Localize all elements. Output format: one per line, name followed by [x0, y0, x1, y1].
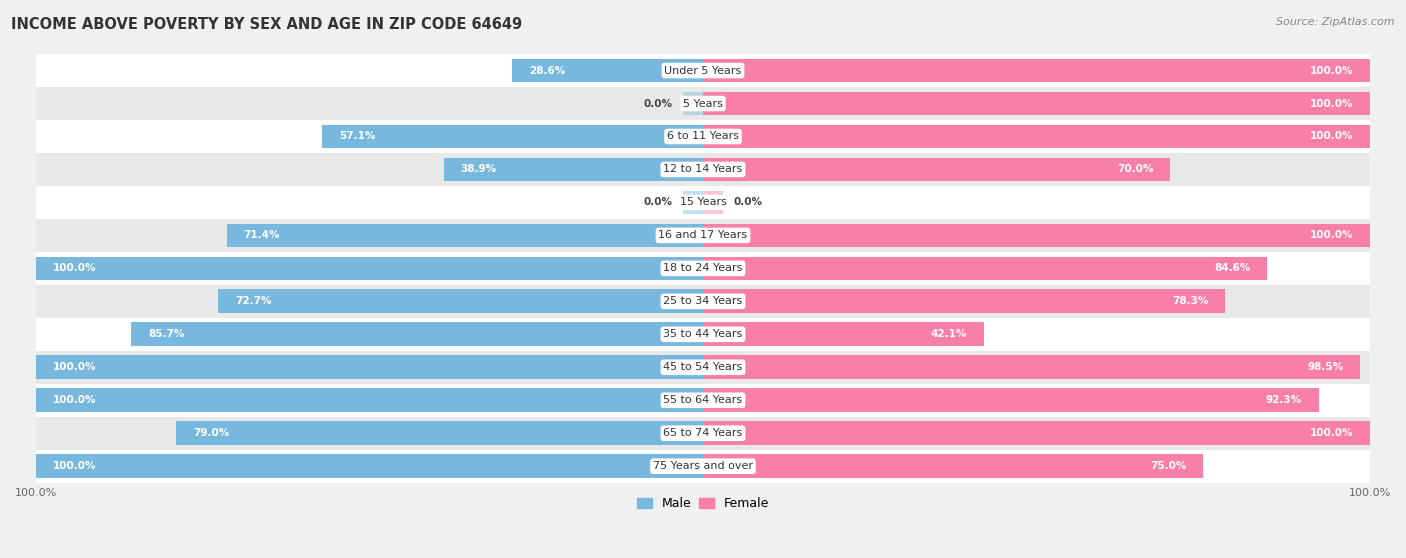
Bar [703, 355, 1360, 379]
Bar [703, 191, 723, 214]
Bar [37, 120, 1369, 153]
Bar [322, 124, 703, 148]
Text: 100.0%: 100.0% [1310, 99, 1353, 108]
Text: 100.0%: 100.0% [1310, 428, 1353, 438]
Bar [37, 257, 703, 280]
Text: 0.0%: 0.0% [733, 198, 762, 208]
Bar [703, 92, 1369, 116]
Legend: Male, Female: Male, Female [631, 492, 775, 515]
Bar [512, 59, 703, 83]
Text: 65 to 74 Years: 65 to 74 Years [664, 428, 742, 438]
Text: 100.0%: 100.0% [1310, 132, 1353, 142]
Text: 6 to 11 Years: 6 to 11 Years [666, 132, 740, 142]
Text: 18 to 24 Years: 18 to 24 Years [664, 263, 742, 273]
Text: 71.4%: 71.4% [243, 230, 280, 240]
Bar [37, 219, 1369, 252]
Text: 45 to 54 Years: 45 to 54 Years [664, 362, 742, 372]
Text: Under 5 Years: Under 5 Years [665, 65, 741, 75]
Bar [703, 257, 1267, 280]
Text: 57.1%: 57.1% [339, 132, 375, 142]
Text: 16 and 17 Years: 16 and 17 Years [658, 230, 748, 240]
Text: 0.0%: 0.0% [644, 198, 673, 208]
Bar [132, 323, 703, 346]
Bar [37, 318, 1369, 351]
Text: 100.0%: 100.0% [1310, 230, 1353, 240]
Text: 28.6%: 28.6% [529, 65, 565, 75]
Text: 15 Years: 15 Years [679, 198, 727, 208]
Bar [37, 186, 1369, 219]
Bar [703, 124, 1369, 148]
Text: 55 to 64 Years: 55 to 64 Years [664, 395, 742, 405]
Bar [37, 384, 1369, 417]
Text: 98.5%: 98.5% [1308, 362, 1343, 372]
Text: 38.9%: 38.9% [460, 165, 496, 175]
Text: 79.0%: 79.0% [193, 428, 229, 438]
Text: 25 to 34 Years: 25 to 34 Years [664, 296, 742, 306]
Bar [703, 454, 1204, 478]
Text: 78.3%: 78.3% [1173, 296, 1209, 306]
Bar [703, 59, 1369, 83]
Text: 75.0%: 75.0% [1150, 461, 1187, 471]
Bar [226, 224, 703, 247]
Bar [703, 323, 984, 346]
Bar [443, 157, 703, 181]
Bar [703, 421, 1369, 445]
Text: 35 to 44 Years: 35 to 44 Years [664, 329, 742, 339]
Text: 92.3%: 92.3% [1265, 395, 1302, 405]
Bar [37, 454, 703, 478]
Text: 100.0%: 100.0% [53, 395, 96, 405]
Bar [37, 87, 1369, 120]
Bar [703, 290, 1225, 313]
Bar [37, 285, 1369, 318]
Bar [703, 224, 1369, 247]
Bar [37, 417, 1369, 450]
Text: INCOME ABOVE POVERTY BY SEX AND AGE IN ZIP CODE 64649: INCOME ABOVE POVERTY BY SEX AND AGE IN Z… [11, 17, 523, 32]
Bar [37, 252, 1369, 285]
Text: 72.7%: 72.7% [235, 296, 271, 306]
Bar [37, 388, 703, 412]
Text: 84.6%: 84.6% [1215, 263, 1250, 273]
Bar [683, 92, 703, 116]
Text: 42.1%: 42.1% [931, 329, 967, 339]
Text: 85.7%: 85.7% [148, 329, 184, 339]
Bar [37, 355, 703, 379]
Bar [37, 450, 1369, 483]
Bar [37, 153, 1369, 186]
Text: 0.0%: 0.0% [644, 99, 673, 108]
Bar [218, 290, 703, 313]
Text: 12 to 14 Years: 12 to 14 Years [664, 165, 742, 175]
Text: 100.0%: 100.0% [53, 263, 96, 273]
Text: 100.0%: 100.0% [53, 362, 96, 372]
Bar [703, 388, 1319, 412]
Text: 75 Years and over: 75 Years and over [652, 461, 754, 471]
Bar [37, 54, 1369, 87]
Text: 70.0%: 70.0% [1116, 165, 1153, 175]
Bar [176, 421, 703, 445]
Text: 100.0%: 100.0% [53, 461, 96, 471]
Bar [703, 157, 1170, 181]
Bar [37, 351, 1369, 384]
Text: Source: ZipAtlas.com: Source: ZipAtlas.com [1277, 17, 1395, 27]
Text: 5 Years: 5 Years [683, 99, 723, 108]
Bar [683, 191, 703, 214]
Text: 100.0%: 100.0% [1310, 65, 1353, 75]
